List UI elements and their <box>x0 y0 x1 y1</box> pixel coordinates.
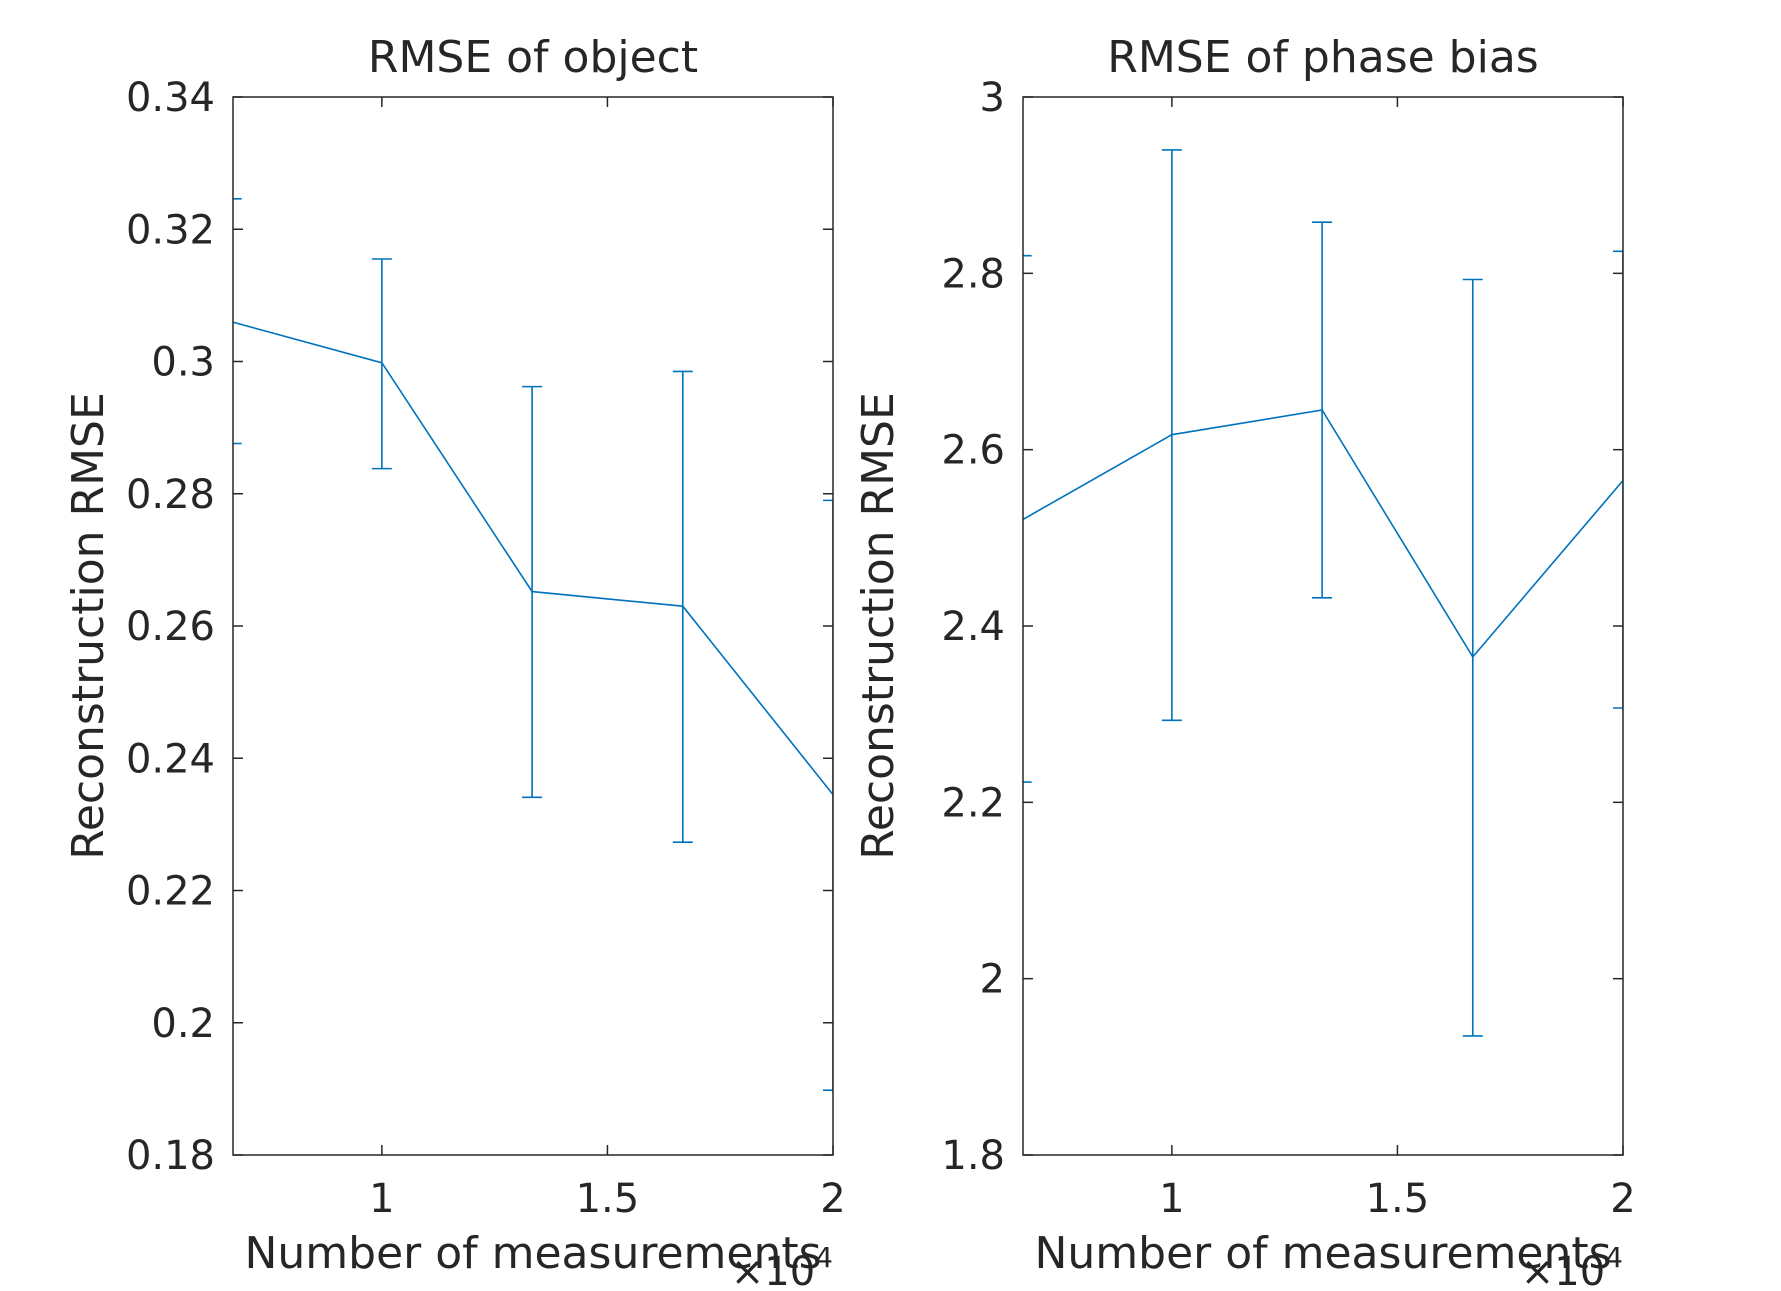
y-tick-label: 2.2 <box>941 780 1005 826</box>
plot-marks <box>233 198 833 1091</box>
x-exponent-label: ×104 <box>1521 1241 1623 1291</box>
x-tick-label: 1 <box>369 1176 394 1222</box>
x-exponent-base: ×10 <box>731 1249 815 1291</box>
x-axis-label: Number of measurements <box>244 1228 821 1279</box>
y-tick-label: 3 <box>980 75 1005 121</box>
y-tick-label: 2 <box>980 957 1005 1003</box>
y-tick-label: 0.18 <box>126 1133 215 1179</box>
y-axis-label: Reconstruction RMSE <box>63 392 114 860</box>
y-tick-label: 0.32 <box>126 207 215 253</box>
y-tick-label: 0.24 <box>126 736 215 782</box>
chart-title: RMSE of object <box>368 32 698 83</box>
y-tick-label: 2.6 <box>941 428 1005 474</box>
plot-area <box>233 97 833 1155</box>
x-exponent-base: ×10 <box>1521 1249 1605 1291</box>
y-tick-label: 0.2 <box>151 1001 215 1047</box>
x-axis-label: Number of measurements <box>1034 1228 1611 1279</box>
y-tick-label: 0.26 <box>126 604 215 650</box>
chart-panel-phase-bias: 1.8 2 2.2 2.4 2.6 2.8 3 1 1.5 2 RMSE of phase bia… <box>853 32 1636 1291</box>
y-tick-label: 2.8 <box>941 251 1005 297</box>
chart-panel-object: 0.180.20.220.240.260.280.30.320.341 1.5 2 … <box>63 32 846 1291</box>
y-tick-label: 0.22 <box>126 869 215 915</box>
y-tick-label: 1.8 <box>941 1133 1005 1179</box>
x-tick-label: 1.5 <box>576 1176 640 1222</box>
x-tick-label: 1 <box>1159 1176 1184 1222</box>
x-tick-label: 2 <box>1610 1176 1635 1222</box>
y-axis-label: Reconstruction RMSE <box>853 392 904 860</box>
x-exponent-power: 4 <box>1605 1241 1623 1274</box>
y-tick-label: 0.34 <box>126 75 215 121</box>
x-exponent-power: 4 <box>815 1241 833 1274</box>
axis-ticks: 0.18 0.2 0.22 0.24 0.26 0.28 0.3 0.32 0.34 1 1.5 2 <box>126 75 846 1222</box>
y-tick-label: 0.3 <box>151 340 215 386</box>
chart-title: RMSE of phase bias <box>1107 32 1538 83</box>
plot-area <box>1023 97 1623 1155</box>
plot-marks <box>1023 149 1623 1037</box>
y-tick-label: 2.4 <box>941 604 1005 650</box>
y-tick-label: 0.28 <box>126 472 215 518</box>
x-tick-label: 2 <box>820 1176 845 1222</box>
axis-ticks: 1.8 2 2.2 2.4 2.6 2.8 3 1 1.5 2 <box>941 75 1635 1222</box>
x-tick-label: 1.5 <box>1366 1176 1430 1222</box>
x-exponent-label: ×104 <box>731 1241 833 1291</box>
